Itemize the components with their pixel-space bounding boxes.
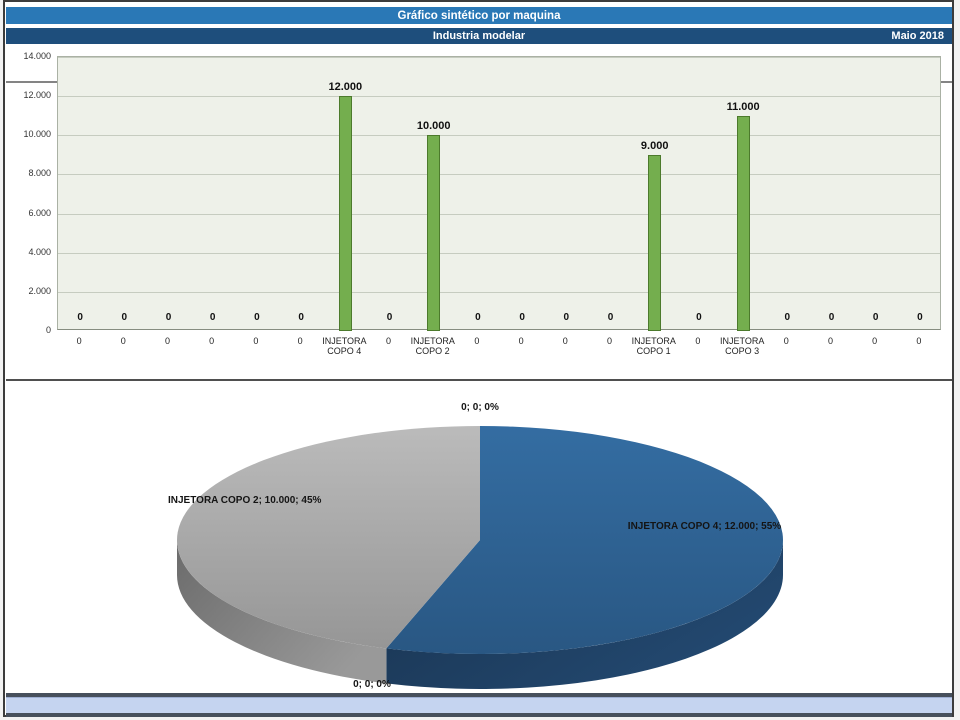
- x-axis-label: 0: [120, 336, 126, 346]
- x-axis-label: INJETORA COPO 4: [322, 336, 367, 356]
- bar-value-label: 12.000: [328, 81, 363, 94]
- title-bar: Gráfico sintético por maquina: [6, 7, 952, 24]
- pie-label-zero-top: 0; 0; 0%: [461, 402, 499, 413]
- zero-value-label: 0: [563, 312, 570, 323]
- gridline: [58, 57, 940, 58]
- bar-value-label: 11.000: [726, 100, 760, 113]
- x-axis-label: 0: [76, 336, 82, 346]
- zero-value-label: 0: [77, 312, 83, 323]
- zero-value-label: 0: [475, 312, 481, 323]
- x-axis-label: 0: [253, 336, 259, 346]
- zero-value-label: 0: [254, 312, 260, 323]
- pie-slice-injetora-copo-2: [177, 426, 480, 649]
- y-axis-label: 2.000: [28, 285, 51, 296]
- zero-value-label: 0: [121, 312, 128, 323]
- bar-injetora-copo-3: [736, 115, 750, 331]
- zero-value-label: 0: [209, 312, 216, 323]
- bar-value-label: 10.000: [416, 120, 451, 133]
- x-axis-label: 0: [297, 336, 303, 346]
- x-axis-label: 0: [606, 336, 612, 346]
- x-axis-label: INJETORA COPO 1: [631, 336, 676, 356]
- zero-value-label: 0: [519, 312, 525, 323]
- pie-slice-injetora-copo-4: [386, 426, 783, 654]
- subtitle: Industria modelar: [432, 30, 526, 42]
- bar-plot-area: 0 0 0 0 0 0 12.000 0 10.000 0 0 0 0 9.000 0 11.000 0 0 0 0: [57, 56, 941, 331]
- y-axis-label: 6.000: [28, 207, 51, 218]
- y-axis-label: 10.000: [23, 129, 51, 140]
- footer-divider-bottom: [6, 713, 952, 717]
- footer-divider-top: [6, 693, 952, 697]
- gridline: [58, 291, 940, 293]
- y-axis-label: 0: [45, 325, 51, 335]
- gridline: [58, 252, 940, 254]
- footer-bar: [6, 697, 952, 713]
- pie-chart[interactable]: 0; 0; 0% INJETORA COPO 4; 12.000; 55% 0;…: [6, 383, 952, 693]
- bar-injetora-copo-2: [427, 135, 441, 331]
- gridline: [58, 213, 940, 215]
- x-axis-label: INJETORA COPO 2: [410, 336, 455, 356]
- y-axis-label: 8.000: [28, 168, 51, 179]
- pie-label-copo4: INJETORA COPO 4; 12.000; 55%: [627, 521, 782, 532]
- bar-injetora-copo-1: [648, 154, 662, 331]
- period-label: Maio 2018: [891, 30, 944, 42]
- x-axis-label: 0: [385, 336, 391, 346]
- x-axis-label: 0: [562, 336, 568, 346]
- pie-label-zero-bottom: 0; 0; 0%: [353, 679, 391, 690]
- zero-value-label: 0: [607, 312, 614, 323]
- x-axis-label: 0: [209, 336, 215, 346]
- gridline: [58, 135, 940, 137]
- zero-value-label: 0: [386, 312, 393, 323]
- page-title: Gráfico sintético por maquina: [397, 9, 561, 22]
- zero-value-label: 0: [917, 312, 923, 323]
- pie-svg: [177, 426, 784, 689]
- x-axis-label: 0: [783, 336, 789, 346]
- x-axis-label: 0: [872, 336, 878, 346]
- pie-label-copo2: INJETORA COPO 2; 10.000; 45%: [168, 495, 322, 506]
- x-axis-label: 0: [164, 336, 170, 346]
- bar-injetora-copo-4: [338, 96, 352, 331]
- bar-chart[interactable]: 0 0 0 0 0 0 12.000 0 10.000 0 0 0 0 9.000 0 11.000 0 0 0 0 …: [6, 45, 952, 381]
- gridline: [58, 174, 940, 176]
- zero-value-label: 0: [165, 312, 172, 323]
- x-axis-label: 0: [695, 336, 701, 346]
- bar-value-label: 9.000: [640, 139, 669, 152]
- y-axis-label: 12.000: [23, 90, 51, 101]
- zero-value-label: 0: [828, 312, 835, 323]
- x-axis-label: 0: [474, 336, 480, 346]
- x-axis-label: 0: [827, 336, 833, 346]
- x-axis-label: 0: [518, 336, 524, 346]
- x-axis-label: 0: [916, 336, 922, 346]
- subtitle-bar: Industria modelar Maio 2018: [6, 28, 952, 44]
- zero-value-label: 0: [784, 312, 791, 323]
- pie-slice-side-injetora-copo-4: [386, 540, 784, 689]
- zero-value-label: 0: [872, 312, 879, 323]
- y-axis-label: 14.000: [23, 51, 51, 61]
- x-axis-label: INJETORA COPO 3: [720, 336, 765, 356]
- zero-value-label: 0: [696, 312, 702, 323]
- gridline: [58, 96, 940, 98]
- y-axis-label: 4.000: [28, 246, 51, 257]
- zero-value-label: 0: [298, 312, 304, 323]
- pie-slice-side-injetora-copo-2: [177, 540, 387, 684]
